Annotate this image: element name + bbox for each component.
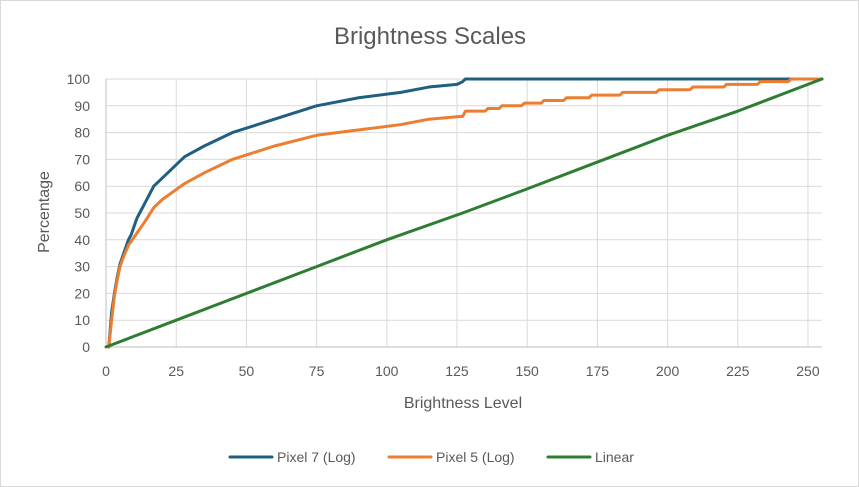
x-tick-label: 175 — [586, 363, 610, 379]
series-line-linear — [104, 77, 824, 349]
legend-label-linear: Linear — [595, 449, 634, 465]
y-tick-label: 20 — [74, 285, 90, 301]
y-tick-label: 0 — [82, 339, 90, 355]
legend-label-pixel-5-log: Pixel 5 (Log) — [436, 449, 515, 465]
x-tick-label: 150 — [515, 363, 539, 379]
series-lines — [104, 77, 824, 349]
x-tick-label: 75 — [309, 363, 325, 379]
legend-label-pixel-7-log: Pixel 7 (Log) — [277, 449, 356, 465]
y-tick-label: 50 — [74, 205, 90, 221]
y-tick-label: 30 — [74, 259, 90, 275]
x-tick-label: 200 — [656, 363, 680, 379]
axes — [105, 79, 822, 348]
series-line-pixel-5-log — [107, 77, 824, 349]
y-tick-label: 100 — [67, 71, 91, 87]
chart-text: Brightness Scales Brightness Level Perce… — [36, 23, 526, 412]
x-tick-label: 250 — [796, 363, 820, 379]
x-tick-label: 50 — [239, 363, 255, 379]
y-tick-label: 10 — [74, 312, 90, 328]
tick-labels: 0 10 20 30 40 50 60 70 80 90 100 0 25 50 75 100 125 150 17… — [67, 71, 820, 379]
x-tick-label: 125 — [445, 363, 469, 379]
y-tick-label: 70 — [74, 151, 90, 167]
x-axis-label: Brightness Level — [404, 395, 522, 412]
legend: Pixel 7 (Log) Pixel 5 (Log) Linear — [228, 449, 634, 465]
y-axis-label: Percentage — [36, 171, 53, 253]
x-tick-label: 0 — [102, 363, 110, 379]
chart-title: Brightness Scales — [334, 23, 526, 50]
x-tick-label: 100 — [375, 363, 399, 379]
y-tick-label: 40 — [74, 232, 90, 248]
x-tick-label: 225 — [726, 363, 750, 379]
x-tick-label: 25 — [168, 363, 184, 379]
y-tick-label: 60 — [74, 178, 90, 194]
y-tick-label: 90 — [74, 98, 90, 114]
y-tick-label: 80 — [74, 125, 90, 141]
